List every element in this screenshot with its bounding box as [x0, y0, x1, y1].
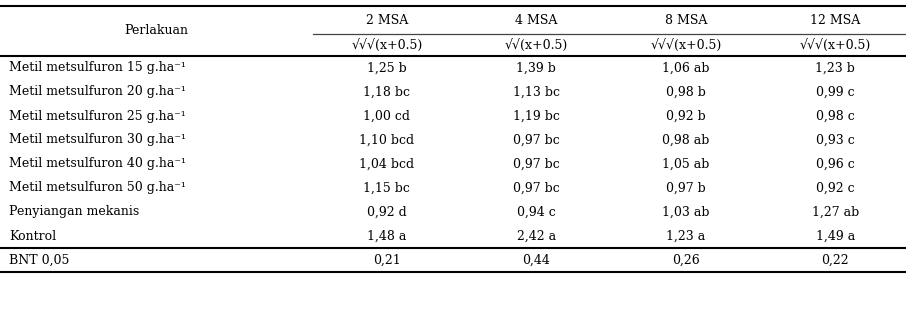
Text: 0,97 bc: 0,97 bc — [513, 181, 560, 194]
Text: 12 MSA: 12 MSA — [810, 14, 861, 26]
Text: 0,97 bc: 0,97 bc — [513, 134, 560, 147]
Text: BNT 0,05: BNT 0,05 — [9, 254, 70, 267]
Text: 1,04 bcd: 1,04 bcd — [360, 157, 414, 170]
Text: 0,92 b: 0,92 b — [666, 109, 706, 122]
Text: 1,23 a: 1,23 a — [666, 229, 706, 242]
Text: 0,94 c: 0,94 c — [517, 206, 555, 219]
Text: Perlakuan: Perlakuan — [124, 24, 188, 38]
Text: √√√(x+0.5): √√√(x+0.5) — [651, 38, 721, 51]
Text: 1,15 bc: 1,15 bc — [363, 181, 410, 194]
Text: 0,98 ab: 0,98 ab — [662, 134, 709, 147]
Text: 0,98 b: 0,98 b — [666, 86, 706, 99]
Text: 0,92 c: 0,92 c — [816, 181, 854, 194]
Text: Metil metsulfuron 40 g.ha⁻¹: Metil metsulfuron 40 g.ha⁻¹ — [9, 157, 186, 170]
Text: 2,42 a: 2,42 a — [516, 229, 556, 242]
Text: Penyiangan mekanis: Penyiangan mekanis — [9, 206, 140, 219]
Text: Metil metsulfuron 50 g.ha⁻¹: Metil metsulfuron 50 g.ha⁻¹ — [9, 181, 186, 194]
Text: 0,44: 0,44 — [523, 254, 550, 267]
Text: 0,22: 0,22 — [822, 254, 849, 267]
Text: 1,48 a: 1,48 a — [367, 229, 407, 242]
Text: 0,21: 0,21 — [373, 254, 400, 267]
Text: 0,26: 0,26 — [672, 254, 699, 267]
Text: 4 MSA: 4 MSA — [516, 14, 557, 26]
Text: Metil metsulfuron 20 g.ha⁻¹: Metil metsulfuron 20 g.ha⁻¹ — [9, 86, 186, 99]
Text: Metil metsulfuron 15 g.ha⁻¹: Metil metsulfuron 15 g.ha⁻¹ — [9, 61, 186, 74]
Text: 1,49 a: 1,49 a — [815, 229, 855, 242]
Text: 0,99 c: 0,99 c — [816, 86, 854, 99]
Text: 0,98 c: 0,98 c — [816, 109, 854, 122]
Text: Metil metsulfuron 25 g.ha⁻¹: Metil metsulfuron 25 g.ha⁻¹ — [9, 109, 186, 122]
Text: 1,00 cd: 1,00 cd — [363, 109, 410, 122]
Text: Metil metsulfuron 30 g.ha⁻¹: Metil metsulfuron 30 g.ha⁻¹ — [9, 134, 186, 147]
Text: 1,18 bc: 1,18 bc — [363, 86, 410, 99]
Text: Kontrol: Kontrol — [9, 229, 56, 242]
Text: 1,27 ab: 1,27 ab — [812, 206, 859, 219]
Text: 0,96 c: 0,96 c — [816, 157, 854, 170]
Text: √√(x+0.5): √√(x+0.5) — [505, 38, 568, 51]
Text: 2 MSA: 2 MSA — [366, 14, 408, 26]
Text: √√√(x+0.5): √√√(x+0.5) — [352, 38, 422, 51]
Text: 0,97 b: 0,97 b — [666, 181, 706, 194]
Text: 0,97 bc: 0,97 bc — [513, 157, 560, 170]
Text: 1,25 b: 1,25 b — [367, 61, 407, 74]
Text: 1,23 b: 1,23 b — [815, 61, 855, 74]
Text: 1,13 bc: 1,13 bc — [513, 86, 560, 99]
Text: 1,06 ab: 1,06 ab — [662, 61, 709, 74]
Text: 1,39 b: 1,39 b — [516, 61, 556, 74]
Text: 1,19 bc: 1,19 bc — [513, 109, 560, 122]
Text: 8 MSA: 8 MSA — [665, 14, 707, 26]
Text: 1,03 ab: 1,03 ab — [662, 206, 709, 219]
Text: 1,10 bcd: 1,10 bcd — [360, 134, 414, 147]
Text: 0,92 d: 0,92 d — [367, 206, 407, 219]
Text: 0,93 c: 0,93 c — [816, 134, 854, 147]
Text: √√√(x+0.5): √√√(x+0.5) — [800, 38, 871, 51]
Text: 1,05 ab: 1,05 ab — [662, 157, 709, 170]
